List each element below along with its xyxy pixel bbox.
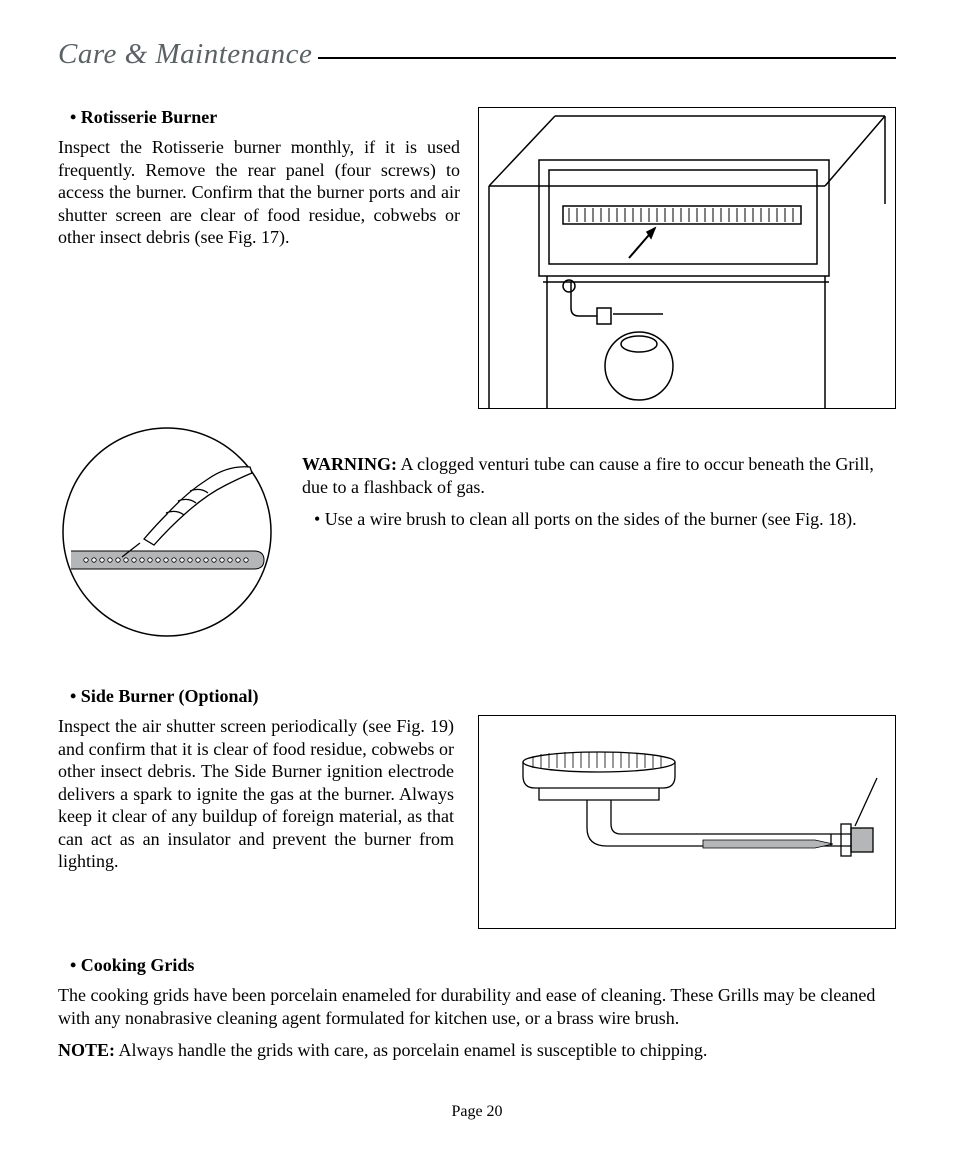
section-cooking-grids: • Cooking Grids The cooking grids have b… xyxy=(58,955,896,1062)
warning-line: WARNING: A clogged venturi tube can caus… xyxy=(302,453,896,498)
title-rule xyxy=(318,57,896,59)
section-side-burner: • Side Burner (Optional) Inspect the air… xyxy=(58,686,896,929)
figure-18 xyxy=(58,423,276,646)
side-burner-body: Inspect the air shutter screen periodica… xyxy=(58,715,454,873)
figure-19-wrap xyxy=(478,715,896,929)
rotisserie-heading: • Rotisserie Burner xyxy=(70,107,460,128)
page-footer: Page 20 xyxy=(0,1103,954,1121)
note-text: Always handle the grids with care, as po… xyxy=(115,1040,707,1060)
cooking-grids-note: NOTE: Always handle the grids with care,… xyxy=(58,1039,896,1062)
side-burner-text-col: Inspect the air shutter screen periodica… xyxy=(58,715,454,929)
header: Care & Maintenance xyxy=(58,38,896,71)
rotisserie-text-col: • Rotisserie Burner Inspect the Rotisser… xyxy=(58,107,460,409)
warning-text-col: WARNING: A clogged venturi tube can caus… xyxy=(302,423,896,531)
cooking-grids-heading: • Cooking Grids xyxy=(70,955,896,976)
figure-17 xyxy=(478,107,896,409)
page-title: Care & Maintenance xyxy=(58,38,312,71)
cooking-grids-body: The cooking grids have been porcelain en… xyxy=(58,984,896,1029)
rotisserie-body: Inspect the Rotisserie burner monthly, i… xyxy=(58,136,460,249)
section-rotisserie: • Rotisserie Burner Inspect the Rotisser… xyxy=(58,107,896,409)
warning-bullet: • Use a wire brush to clean all ports on… xyxy=(302,508,896,531)
figure-17-wrap xyxy=(478,107,896,409)
side-burner-heading: • Side Burner (Optional) xyxy=(70,686,896,707)
figure-19 xyxy=(478,715,896,929)
warning-section: WARNING: A clogged venturi tube can caus… xyxy=(58,423,896,646)
warning-label: WARNING: xyxy=(302,454,397,474)
note-label: NOTE: xyxy=(58,1040,115,1060)
